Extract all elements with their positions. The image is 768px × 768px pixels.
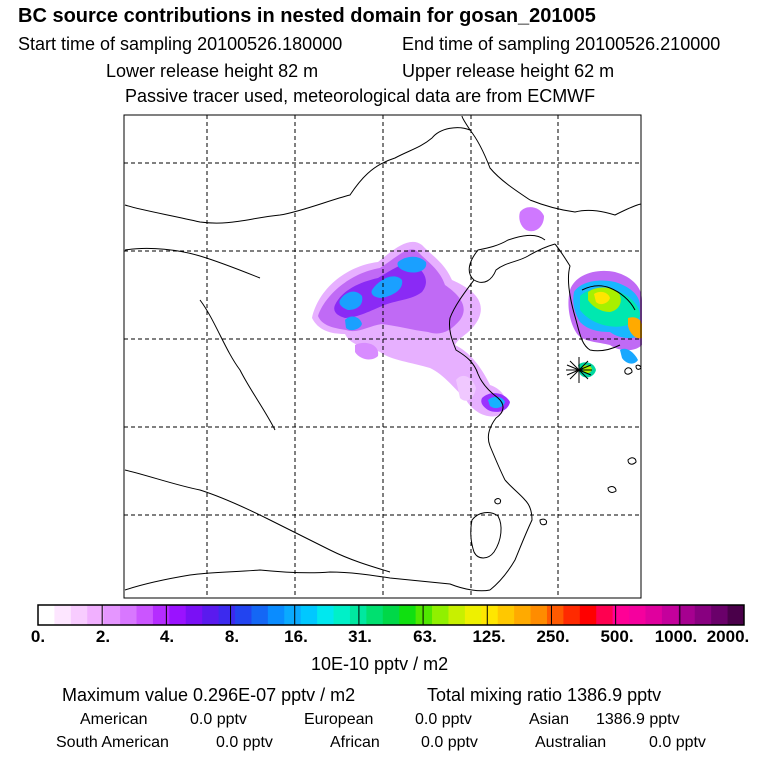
end-time: End time of sampling 20100526.210000 — [402, 34, 721, 54]
upper-release-height: Upper release height 62 m — [402, 61, 615, 81]
colorbar-tick: 63. — [413, 627, 437, 646]
colorbar-frame — [37, 604, 745, 626]
african-label: African — [330, 734, 380, 751]
colorbar-cell — [678, 605, 696, 625]
australian-value: 0.0 pptv — [649, 734, 706, 751]
colorbar-cell — [481, 605, 499, 625]
colorbar-cell — [152, 605, 170, 625]
colorbar-cell — [169, 605, 187, 625]
colorbar-tick: 31. — [348, 627, 372, 646]
colorbar — [38, 605, 745, 625]
colorbar-cell — [235, 605, 252, 625]
colorbar-tick: 2000. — [706, 627, 750, 646]
colorbar-tick: 250. — [536, 627, 570, 646]
colorbar-tick: 1000. — [654, 627, 698, 646]
figure-title: BC source contributions in nested domain… — [18, 5, 596, 27]
asian-label: Asian — [529, 711, 570, 728]
colorbar-tick: 4. — [159, 627, 175, 646]
colorbar-cell — [448, 605, 466, 625]
european-value: 0.0 pptv — [415, 711, 472, 728]
colorbar-cell — [38, 605, 55, 625]
colorbar-cell — [349, 605, 367, 625]
colorbar-tick: 500. — [600, 627, 634, 646]
colorbar-cell — [333, 605, 351, 625]
colorbar-cell — [70, 605, 88, 625]
colorbar-cell — [661, 605, 679, 625]
american-value: 0.0 pptv — [190, 711, 247, 728]
colorbar-cell — [727, 605, 745, 625]
colorbar-cell — [694, 605, 712, 625]
colorbar-cell — [120, 605, 137, 625]
graticule — [124, 115, 641, 598]
colorbar-cell — [185, 605, 203, 625]
colorbar-cell — [136, 605, 154, 625]
coastlines — [124, 115, 642, 592]
concentration-plume — [312, 207, 642, 417]
colorbar-cell — [629, 605, 646, 625]
colorbar-cell — [596, 605, 614, 625]
colorbar-cell — [103, 605, 121, 625]
european-label: European — [304, 711, 374, 728]
colorbar-cell — [563, 605, 581, 625]
colorbar-cell — [497, 605, 515, 625]
colorbar-cell — [317, 605, 334, 625]
colorbar-cell — [54, 605, 72, 625]
asian-value: 1386.9 pptv — [596, 711, 680, 728]
colorbar-tick: 8. — [224, 627, 240, 646]
colorbar-tick: 0. — [30, 627, 46, 646]
australian-label: Australian — [535, 734, 607, 751]
colorbar-cell — [87, 605, 105, 625]
south-american-value: 0.0 pptv — [216, 734, 273, 751]
colorbar-tick: 125. — [472, 627, 506, 646]
colorbar-cell — [300, 605, 318, 625]
african-value: 0.0 pptv — [421, 734, 478, 751]
colorbar-unit: 10E-10 pptv / m2 — [311, 654, 449, 674]
colorbar-cell — [579, 605, 597, 625]
map-frame — [123, 114, 642, 599]
colorbar-cell — [711, 605, 728, 625]
start-time: Start time of sampling 20100526.180000 — [18, 34, 343, 54]
colorbar-cell — [366, 605, 384, 625]
colorbar-cell — [514, 605, 531, 625]
colorbar-tick: 16. — [284, 627, 308, 646]
colorbar-cell — [284, 605, 302, 625]
colorbar-cell — [218, 605, 236, 625]
colorbar-cell — [464, 605, 482, 625]
colorbar-cell — [251, 605, 269, 625]
american-label: American — [80, 711, 148, 728]
colorbar-cell — [202, 605, 220, 625]
south-american-label: South American — [56, 734, 169, 751]
gosan-receptor-star — [566, 357, 592, 383]
colorbar-cell — [530, 605, 548, 625]
colorbar-cell — [267, 605, 285, 625]
tracer-note: Passive tracer used, meteorological data… — [125, 86, 596, 106]
lower-release-height: Lower release height 82 m — [106, 61, 319, 81]
colorbar-tick: 2. — [95, 627, 111, 646]
colorbar-cell — [612, 605, 630, 625]
colorbar-cell — [546, 605, 564, 625]
colorbar-cell — [382, 605, 400, 625]
maximum-value: Maximum value 0.296E-07 pptv / m2 — [62, 685, 356, 705]
colorbar-cell — [415, 605, 433, 625]
total-mixing-ratio: Total mixing ratio 1386.9 pptv — [427, 685, 662, 705]
colorbar-cell — [432, 605, 449, 625]
colorbar-cell — [399, 605, 417, 625]
plume-china — [312, 207, 544, 417]
colorbar-cell — [645, 605, 663, 625]
